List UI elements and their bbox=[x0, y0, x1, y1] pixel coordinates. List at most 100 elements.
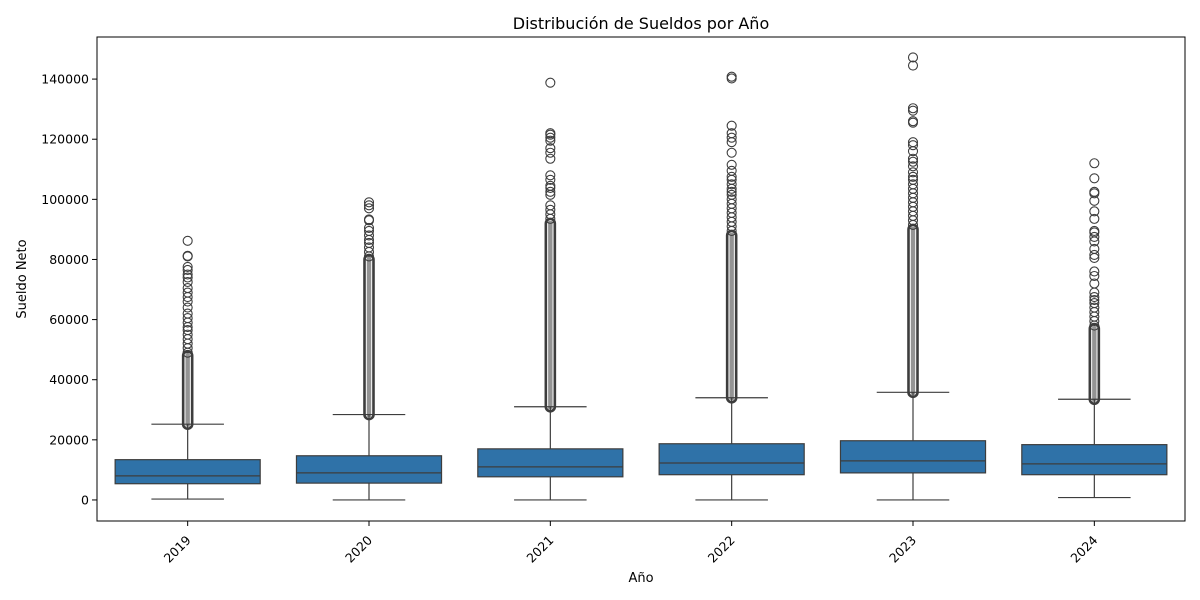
outlier-point bbox=[363, 237, 375, 248]
box-iqr bbox=[839, 440, 987, 474]
outlier-point bbox=[726, 147, 737, 158]
outlier-point bbox=[726, 186, 737, 197]
outlier-point bbox=[907, 60, 919, 71]
outlier-point bbox=[1089, 206, 1100, 217]
outlier-point bbox=[182, 313, 193, 324]
outlier-point bbox=[1089, 270, 1100, 282]
outlier-point bbox=[182, 308, 193, 319]
y-axis-label: Sueldo Neto bbox=[15, 239, 30, 318]
outlier-point bbox=[1089, 302, 1100, 313]
outlier-point bbox=[182, 282, 193, 294]
outlier-point bbox=[726, 159, 737, 170]
box-group-2019 bbox=[114, 235, 261, 500]
box-iqr bbox=[295, 455, 443, 484]
y-tick-label: 120000 bbox=[41, 132, 89, 147]
dense-outlier-core bbox=[1092, 326, 1097, 402]
outlier-point bbox=[363, 230, 375, 241]
chart-title: Distribución de Sueldos por Año bbox=[513, 14, 769, 33]
x-tick-label: 2021 bbox=[523, 533, 556, 566]
outlier-point bbox=[907, 137, 919, 148]
plot-area: 0 20000 40000 60000 80000 100000 120000 140000 2… bbox=[41, 36, 1186, 566]
outlier-point bbox=[545, 153, 556, 164]
dense-outlier-core bbox=[548, 220, 553, 410]
x-tick-label: 2022 bbox=[705, 533, 738, 566]
outlier-point bbox=[545, 128, 556, 139]
dense-outlier-band bbox=[363, 253, 375, 421]
outlier-point bbox=[1089, 278, 1100, 289]
axes-frame bbox=[96, 36, 1186, 522]
box-iqr bbox=[114, 459, 261, 485]
dense-outlier-core bbox=[185, 353, 190, 427]
outlier-point bbox=[1089, 158, 1100, 169]
outlier-point bbox=[907, 153, 919, 164]
dense-outlier-core bbox=[910, 226, 916, 395]
outlier-point bbox=[726, 194, 737, 205]
y-tick-label: 60000 bbox=[49, 312, 89, 327]
box-iqr bbox=[477, 448, 624, 478]
outlier-point bbox=[363, 214, 375, 225]
outlier-point bbox=[907, 156, 919, 167]
outlier-point bbox=[1089, 297, 1100, 309]
outlier-point bbox=[182, 235, 193, 246]
outlier-point bbox=[182, 302, 193, 313]
outlier-point bbox=[182, 269, 193, 280]
outlier-point bbox=[1089, 243, 1100, 254]
outlier-point bbox=[182, 261, 193, 273]
outlier-point bbox=[907, 140, 919, 151]
outlier-point bbox=[182, 276, 193, 288]
outlier-point bbox=[907, 171, 919, 182]
outlier-point bbox=[1089, 186, 1100, 197]
x-tick-label: 2023 bbox=[886, 533, 919, 566]
outlier-point bbox=[545, 204, 556, 215]
outlier-point bbox=[1089, 291, 1100, 303]
outlier-point bbox=[182, 329, 193, 340]
outlier-point bbox=[907, 103, 919, 114]
y-tick-label: 0 bbox=[81, 492, 89, 507]
y-tick-label: 20000 bbox=[49, 432, 89, 447]
box-group-2021 bbox=[477, 77, 624, 501]
outlier-point bbox=[545, 132, 556, 143]
outlier-point bbox=[363, 200, 375, 211]
outlier-point bbox=[545, 170, 556, 181]
dense-outlier-core bbox=[729, 232, 734, 401]
x-tick-label: 2020 bbox=[342, 532, 375, 565]
outlier-point bbox=[907, 167, 919, 178]
outlier-point bbox=[907, 179, 919, 190]
outlier-point bbox=[726, 171, 737, 182]
outlier-point bbox=[1089, 294, 1100, 306]
box-iqr bbox=[658, 443, 805, 476]
box-group-2022 bbox=[658, 71, 805, 501]
dense-outlier-band bbox=[1088, 322, 1101, 406]
outlier-point bbox=[907, 116, 919, 127]
outlier-point bbox=[545, 174, 556, 185]
outlier-point bbox=[907, 52, 919, 63]
outlier-point bbox=[726, 179, 737, 190]
outlier-point bbox=[545, 147, 556, 158]
outlier-point bbox=[545, 186, 556, 197]
outlier-point bbox=[1089, 213, 1100, 224]
y-tick-label: 100000 bbox=[41, 192, 89, 207]
box-group-2020 bbox=[295, 197, 443, 501]
x-tick-label: 2019 bbox=[161, 532, 194, 565]
dense-outlier-band bbox=[181, 349, 194, 431]
outlier-point bbox=[1089, 173, 1100, 184]
outlier-point bbox=[726, 189, 737, 200]
dense-outlier-core bbox=[366, 256, 372, 418]
outlier-point bbox=[907, 161, 919, 172]
outlier-point bbox=[1089, 225, 1100, 236]
outlier-point bbox=[907, 174, 919, 185]
outlier-point bbox=[726, 132, 737, 143]
outlier-point bbox=[363, 197, 375, 208]
box-iqr bbox=[1021, 444, 1168, 476]
outlier-point bbox=[1089, 266, 1100, 277]
outlier-point bbox=[726, 120, 737, 131]
y-tick-label: 140000 bbox=[41, 72, 89, 87]
outlier-point bbox=[726, 165, 737, 176]
outlier-point bbox=[1089, 231, 1100, 242]
outlier-point bbox=[545, 135, 556, 146]
outlier-point bbox=[545, 77, 556, 88]
outlier-point bbox=[182, 264, 193, 276]
y-tick-label: 40000 bbox=[49, 372, 89, 387]
x-tick-label: 2024 bbox=[1067, 532, 1100, 565]
